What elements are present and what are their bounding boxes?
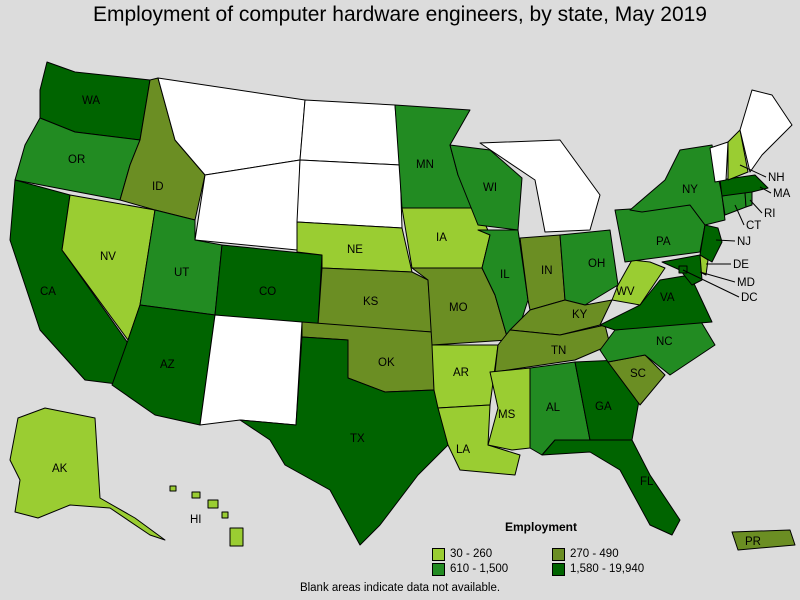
legend-swatch-3 [432,562,445,576]
state-NM [199,314,303,426]
label-WA: WA [82,95,100,107]
label-OR: OR [68,154,85,166]
legend-label-2: 270 - 490 [570,548,619,560]
state-FL [541,439,681,536]
label-PA: PA [656,236,671,248]
label-NV: NV [100,251,116,263]
leader-RI [749,199,763,214]
state-CO [214,244,323,326]
state-VT [709,141,729,183]
state-AK [9,407,166,541]
legend-item-3: 610 - 1,500 [432,561,508,577]
legend-item-1: 30 - 260 [432,546,492,562]
state-labels: WA OR CA NV ID UT AZ CO NE KS OK TX MN I… [40,95,791,548]
label-VA: VA [660,292,675,304]
label-NC: NC [656,336,673,348]
label-FL: FL [640,476,654,488]
footnote: Blank areas indicate data not available. [299,582,501,594]
label-DC: DC [741,292,758,304]
label-ID: ID [152,181,164,193]
label-LA: LA [456,444,470,456]
label-OH: OH [588,258,605,270]
label-IL: IL [500,269,510,281]
legend-label-3: 610 - 1,500 [450,563,509,575]
label-NY: NY [682,184,698,196]
state-WV [611,259,666,306]
label-IN: IN [541,265,553,277]
map-title: Employment of computer hardware engineer… [93,3,707,26]
state-ND [299,99,401,166]
state-PA [614,204,706,263]
label-WV: WV [616,286,635,298]
label-AK: AK [52,463,68,475]
label-NH: NH [768,172,785,184]
state-MA [719,174,769,197]
label-AR: AR [453,367,469,379]
label-IA: IA [436,232,447,244]
leader-NJ [715,239,736,242]
legend-title: Employment [505,520,578,534]
state-MI [479,139,601,233]
label-SC: SC [630,368,646,380]
label-CA: CA [40,286,56,298]
leader-lines [682,164,772,298]
state-OH [559,229,619,306]
leader-DC [682,269,740,298]
label-MS: MS [498,409,516,421]
state-NH [727,129,749,181]
label-NE: NE [347,244,363,256]
label-AL: AL [546,402,561,414]
legend-item-2: 270 - 490 [552,546,619,562]
legend-item-4: 1,580 - 19,940 [552,561,644,577]
legend-swatch-4 [552,562,565,576]
label-KS: KS [363,296,379,308]
leader-CT [734,204,745,226]
state-RI [744,191,753,208]
state-LA [437,404,521,476]
state-SD [296,159,403,229]
state-HI [169,485,244,547]
leader-MD [699,271,736,283]
legend-label-4: 1,580 - 19,940 [570,563,645,575]
label-MA: MA [773,188,791,200]
label-DE: DE [733,259,749,271]
state-TX [239,336,449,546]
state-PR [731,529,796,551]
label-AZ: AZ [160,359,175,371]
label-TN: TN [551,345,566,357]
label-WI: WI [483,182,497,194]
state-NJ [699,224,723,263]
label-PR: PR [745,536,761,548]
legend-label-1: 30 - 260 [450,548,493,560]
label-MN: MN [416,159,434,171]
label-KY: KY [572,309,588,321]
label-MO: MO [449,302,468,314]
label-RI: RI [764,208,776,220]
label-MD: MD [737,277,755,289]
label-HI: HI [190,514,202,526]
legend-swatch-1 [432,547,445,561]
state-DC [678,265,688,274]
label-UT: UT [174,267,189,279]
leader-NH [739,164,767,178]
label-CT: CT [746,220,761,232]
legend-swatch-2 [552,547,565,561]
label-GA: GA [595,401,612,413]
label-CO: CO [259,286,276,298]
leader-MA [759,186,772,194]
label-OK: OK [378,357,395,369]
label-TX: TX [350,433,365,445]
state-ME [739,89,793,173]
label-NJ: NJ [737,236,751,248]
